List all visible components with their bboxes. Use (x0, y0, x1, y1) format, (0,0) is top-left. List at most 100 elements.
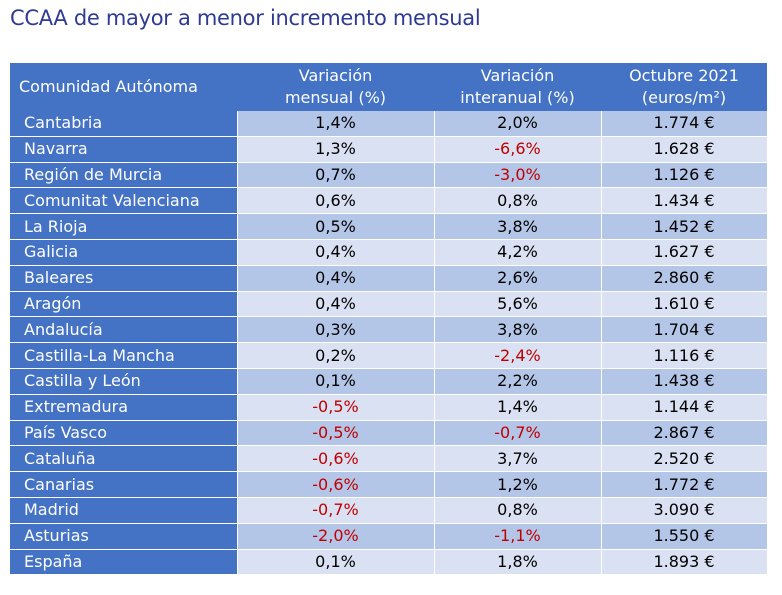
table-row: País Vasco -0,5% -0,7% 2.867 € (10, 420, 768, 447)
header-mensual-line-2: mensual (%) (284, 87, 387, 107)
cell-precio: 1.627 € (601, 239, 768, 266)
cell-variacion-mensual: -0,7% (237, 497, 435, 524)
cell-comunidad: Región de Murcia (10, 162, 238, 189)
table-row: Castilla y León 0,1% 2,2% 1.438 € (10, 368, 768, 395)
cell-variacion-interanual: 5,6% (434, 291, 602, 318)
page-title: CCAA de mayor a menor incremento mensual (10, 6, 481, 30)
cell-precio: 3.090 € (601, 497, 768, 524)
cell-variacion-mensual: 0,1% (237, 368, 435, 395)
cell-precio: 1.452 € (601, 213, 768, 240)
table-row: Galicia 0,4% 4,2% 1.627 € (10, 239, 768, 266)
table-row: Canarias -0,6% 1,2% 1.772 € (10, 471, 768, 498)
cell-variacion-mensual: 0,4% (237, 239, 435, 266)
cell-variacion-interanual: -6,6% (434, 136, 602, 163)
cell-precio: 1.126 € (601, 162, 768, 189)
table-row: Región de Murcia 0,7% -3,0% 1.126 € (10, 162, 768, 189)
table-row: Andalucía 0,3% 3,8% 1.704 € (10, 316, 768, 344)
cell-variacion-mensual: 0,7% (237, 162, 435, 189)
table-row: Extremadura -0,5% 1,4% 1.144 € (10, 394, 768, 421)
cell-variacion-interanual: -1,1% (434, 523, 602, 550)
table-row: Navarra 1,3% -6,6% 1.628 € (10, 136, 768, 163)
cell-variacion-mensual: 0,3% (237, 316, 435, 344)
cell-comunidad: País Vasco (10, 420, 238, 447)
table-row: La Rioja 0,5% 3,8% 1.452 € (10, 213, 768, 240)
cell-variacion-interanual: 3,8% (434, 213, 602, 240)
cell-variacion-interanual: -3,0% (434, 162, 602, 189)
cell-variacion-interanual: 4,2% (434, 239, 602, 266)
table-body: Cantabria 1,4% 2,0% 1.774 € Navarra 1,3% -6,6%… (10, 111, 768, 576)
table-row: Comunitat Valenciana 0,6% 0,8% 1.434 € (10, 187, 768, 215)
table-row: Cantabria 1,4% 2,0% 1.774 € (10, 111, 768, 137)
cell-comunidad: España (10, 549, 238, 576)
cell-precio: 1.610 € (601, 291, 768, 318)
header-mensual-line-1: Variación (298, 65, 373, 85)
table-row: España 0,1% 1,8% 1.893 € (10, 549, 768, 576)
header-row: Comunidad Autónoma Variación mensual (%)… (10, 63, 767, 111)
cell-precio: 1.434 € (601, 187, 768, 215)
cell-precio: 1.893 € (601, 549, 768, 576)
cell-comunidad: Andalucía (10, 316, 238, 344)
header-variacion-mensual: Variación mensual (%) (237, 63, 434, 111)
cell-comunidad: La Rioja (10, 213, 238, 240)
table-row: Baleares 0,4% 2,6% 2.860 € (10, 265, 768, 292)
cell-variacion-interanual: -2,4% (434, 342, 602, 369)
cell-comunidad: Comunitat Valenciana (10, 187, 238, 215)
cell-variacion-mensual: -2,0% (237, 523, 435, 550)
cell-variacion-mensual: 0,4% (237, 265, 435, 292)
cell-comunidad: Canarias (10, 471, 238, 498)
cell-precio: 1.772 € (601, 471, 768, 498)
cell-variacion-interanual: 1,2% (434, 471, 602, 498)
cell-variacion-mensual: 0,4% (237, 291, 435, 318)
cell-variacion-mensual: -0,6% (237, 471, 435, 498)
cell-comunidad: Cataluña (10, 445, 238, 473)
cell-variacion-interanual: 3,8% (434, 316, 602, 344)
cell-variacion-interanual: -0,7% (434, 420, 602, 447)
header-interanual-line-1: Variación (480, 65, 555, 85)
header-precio-line-2: (euros/m²) (641, 87, 727, 107)
cell-precio: 2.860 € (601, 265, 768, 292)
cell-comunidad: Cantabria (10, 111, 238, 137)
cell-variacion-interanual: 0,8% (434, 187, 602, 215)
cell-variacion-interanual: 0,8% (434, 497, 602, 524)
cell-variacion-mensual: 0,6% (237, 187, 435, 215)
cell-comunidad: Madrid (10, 497, 238, 524)
cell-variacion-mensual: -0,6% (237, 445, 435, 473)
table-row: Madrid -0,7% 0,8% 3.090 € (10, 497, 768, 524)
cell-comunidad: Galicia (10, 239, 238, 266)
cell-variacion-mensual: 1,3% (237, 136, 435, 163)
header-comunidad: Comunidad Autónoma (10, 63, 237, 111)
cell-precio: 2.520 € (601, 445, 768, 473)
cell-variacion-interanual: 2,2% (434, 368, 602, 395)
header-interanual-line-2: interanual (%) (460, 87, 575, 107)
table-row: Aragón 0,4% 5,6% 1.610 € (10, 291, 768, 318)
cell-comunidad: Castilla y León (10, 368, 238, 395)
header-variacion-interanual: Variación interanual (%) (434, 63, 601, 111)
cell-precio: 1.704 € (601, 316, 768, 344)
cell-variacion-interanual: 2,6% (434, 265, 602, 292)
cell-precio: 1.438 € (601, 368, 768, 395)
cell-precio: 2.867 € (601, 420, 768, 447)
cell-variacion-interanual: 3,7% (434, 445, 602, 473)
cell-comunidad: Aragón (10, 291, 238, 318)
cell-comunidad: Baleares (10, 265, 238, 292)
cell-variacion-mensual: 0,1% (237, 549, 435, 576)
header-precio: Octubre 2021 (euros/m²) (601, 63, 767, 111)
cell-comunidad: Extremadura (10, 394, 238, 421)
cell-comunidad: Asturias (10, 523, 238, 550)
data-table: Comunidad Autónoma Variación mensual (%)… (10, 63, 768, 576)
cell-variacion-mensual: 0,5% (237, 213, 435, 240)
cell-variacion-interanual: 2,0% (434, 111, 602, 137)
cell-variacion-mensual: -0,5% (237, 394, 435, 421)
cell-precio: 1.116 € (601, 342, 768, 369)
cell-comunidad: Navarra (10, 136, 238, 163)
cell-precio: 1.144 € (601, 394, 768, 421)
header-comunidad-line-1: Comunidad Autónoma (19, 76, 198, 96)
cell-variacion-mensual: 0,2% (237, 342, 435, 369)
cell-variacion-mensual: -0,5% (237, 420, 435, 447)
table-row: Castilla-La Mancha 0,2% -2,4% 1.116 € (10, 342, 768, 369)
cell-precio: 1.628 € (601, 136, 768, 163)
table-row: Cataluña -0,6% 3,7% 2.520 € (10, 445, 768, 473)
header-precio-line-1: Octubre 2021 (629, 65, 739, 85)
table-row: Asturias -2,0% -1,1% 1.550 € (10, 523, 768, 550)
cell-precio: 1.550 € (601, 523, 768, 550)
